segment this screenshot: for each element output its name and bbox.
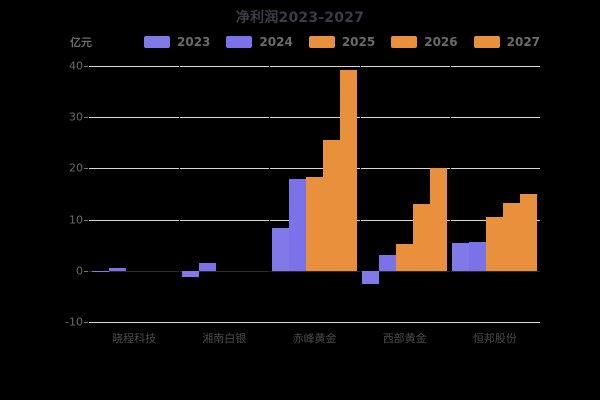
legend-label-2027: 2027 <box>506 35 541 49</box>
legend-label-2023: 2023 <box>177 35 211 49</box>
legend-swatch-2027 <box>473 36 500 48</box>
bar[interactable] <box>413 204 431 271</box>
bar[interactable] <box>520 194 538 271</box>
group-separator <box>269 66 271 322</box>
legend-item-2024[interactable]: 2024 <box>226 35 293 49</box>
bar[interactable] <box>108 268 126 271</box>
legend-swatch-2026 <box>391 36 418 48</box>
legend-swatch-2025 <box>308 36 335 48</box>
y-tick-label: 40 <box>69 59 83 73</box>
bar[interactable] <box>339 69 357 271</box>
y-tick-mark <box>84 270 88 272</box>
y-tick-label: 30 <box>69 110 83 124</box>
bar[interactable] <box>396 244 414 271</box>
legend-item-2023[interactable]: 2023 <box>144 35 210 49</box>
bar[interactable] <box>181 270 199 277</box>
legend-swatch-2023 <box>144 36 170 48</box>
y-tick-label: -10 <box>65 315 83 329</box>
group-separator <box>449 66 451 322</box>
y-tick-mark <box>84 117 88 119</box>
y-tick-mark <box>84 322 88 323</box>
bar[interactable] <box>379 255 397 271</box>
plot-area <box>84 66 540 323</box>
gridline <box>89 66 540 67</box>
legend-unit-label: 亿元 <box>70 36 92 49</box>
group-separator <box>179 66 181 322</box>
bar[interactable] <box>91 270 109 273</box>
chart-title: 净利润2023-2027 <box>235 10 365 26</box>
bar[interactable] <box>322 140 340 271</box>
group-separator <box>359 66 361 322</box>
chart-legend: 亿元 2023 2024 2025 2026 2027 <box>70 34 556 50</box>
y-tick-label: 10 <box>69 213 83 227</box>
legend-item-2026[interactable]: 2026 <box>391 35 458 49</box>
legend-label-2024: 2024 <box>259 35 293 49</box>
gridline <box>89 117 540 119</box>
bar-group <box>89 66 179 322</box>
bar-group <box>360 66 450 322</box>
x-tick-label: 恒邦股份 <box>472 332 517 345</box>
bar[interactable] <box>198 263 216 271</box>
x-tick-label: 晓程科技 <box>112 332 157 345</box>
legend-item-2025[interactable]: 2025 <box>308 35 376 49</box>
y-tick-mark <box>84 168 88 170</box>
y-tick-label: 0 <box>76 264 83 278</box>
bar[interactable] <box>486 217 504 271</box>
bar[interactable] <box>362 270 380 284</box>
y-axis: 40 30 20 10 0 -10 <box>37 60 83 329</box>
legend-item-2027[interactable]: 2027 <box>473 35 541 49</box>
y-tick-mark <box>84 66 88 67</box>
bar-group <box>179 66 269 322</box>
bar-group <box>450 66 540 322</box>
legend-label-2026: 2026 <box>424 35 458 49</box>
bar[interactable] <box>288 178 306 271</box>
x-tick-label: 赤峰黄金 <box>292 332 337 345</box>
y-tick-mark <box>84 219 88 221</box>
legend-swatch-2024 <box>226 36 253 48</box>
bar[interactable] <box>503 202 521 271</box>
y-tick-label: 20 <box>69 161 83 175</box>
bar-group <box>269 66 359 322</box>
bar[interactable] <box>271 228 289 271</box>
bar[interactable] <box>430 168 448 271</box>
x-tick-label: 湘南白银 <box>202 332 247 345</box>
gridline <box>89 168 540 170</box>
bar[interactable] <box>452 243 470 271</box>
gridline <box>89 322 540 323</box>
zero-line <box>89 270 540 272</box>
legend-label-2025: 2025 <box>341 35 376 49</box>
x-axis: 晓程科技 湘南白银 赤峰黄金 西部黄金 恒邦股份 <box>89 330 540 348</box>
bar[interactable] <box>469 242 487 271</box>
x-tick-label: 西部黄金 <box>382 332 427 345</box>
bar[interactable] <box>305 176 323 271</box>
